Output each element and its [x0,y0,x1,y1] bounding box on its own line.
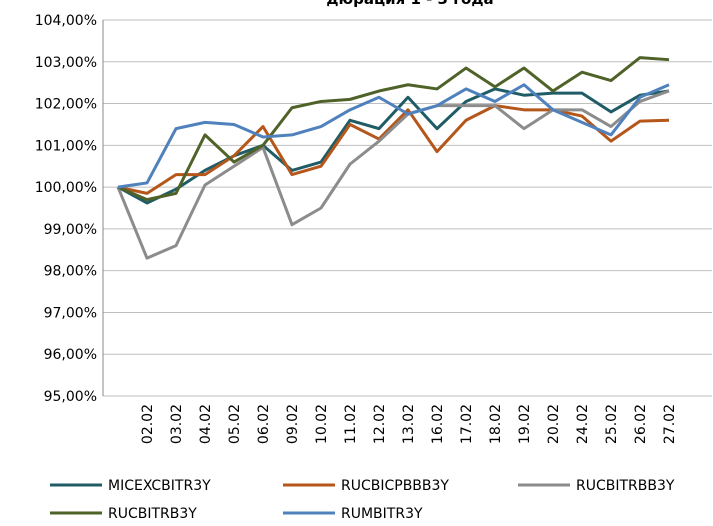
y-tick-label: 101,00% [35,138,97,154]
x-tick-label: 20.02 [546,404,562,444]
x-tick-label: 02.02 [140,404,156,444]
series-line [116,89,670,260]
x-tick-label: 04.02 [198,404,214,444]
legend-label: MICEXCBITR3Y [108,478,211,494]
x-tick-label: 19.02 [517,404,533,444]
x-tick-label: 12.02 [372,404,388,444]
legend-label: RUCBICPBBB3Y [341,478,449,494]
series-line [117,87,670,205]
x-tick-label: 10.02 [314,404,330,444]
x-tick-label: 05.02 [227,404,243,444]
x-tick-label: 13.02 [401,404,417,444]
y-tick-label: 104,00% [35,13,97,29]
y-tick-label: 102,00% [35,97,97,113]
x-tick-label: 09.02 [285,404,301,444]
x-tick-label: 11.02 [343,404,359,444]
legend-label: RUCBITRBB3Y [576,478,675,494]
x-tick-label: 25.02 [604,404,620,444]
y-tick-label: 98,00% [44,264,97,280]
y-tick-label: 97,00% [44,305,97,321]
x-tick-label: 26.02 [633,404,649,444]
series-line [117,104,670,195]
y-tick-label: 99,00% [44,222,97,238]
series-line [117,83,670,189]
y-tick-label: 96,00% [44,347,97,363]
x-tick-label: 17.02 [459,404,475,444]
x-tick-label: 03.02 [169,404,185,444]
y-tick-label: 103,00% [35,55,97,71]
x-tick-label: 16.02 [430,404,446,444]
x-tick-label: 24.02 [575,404,591,444]
x-tick-label: 06.02 [256,404,272,444]
y-tick-label: 95,00% [44,389,97,405]
legend-label: RUCBITRB3Y [108,506,197,522]
x-tick-label: 27.02 [662,404,678,444]
legend-label: RUMBITR3Y [341,506,423,522]
series-line [117,56,670,202]
chart-title: дюрация 1 - 3 года [326,0,493,8]
y-tick-label: 100,00% [35,180,97,196]
x-tick-label: 18.02 [488,404,504,444]
